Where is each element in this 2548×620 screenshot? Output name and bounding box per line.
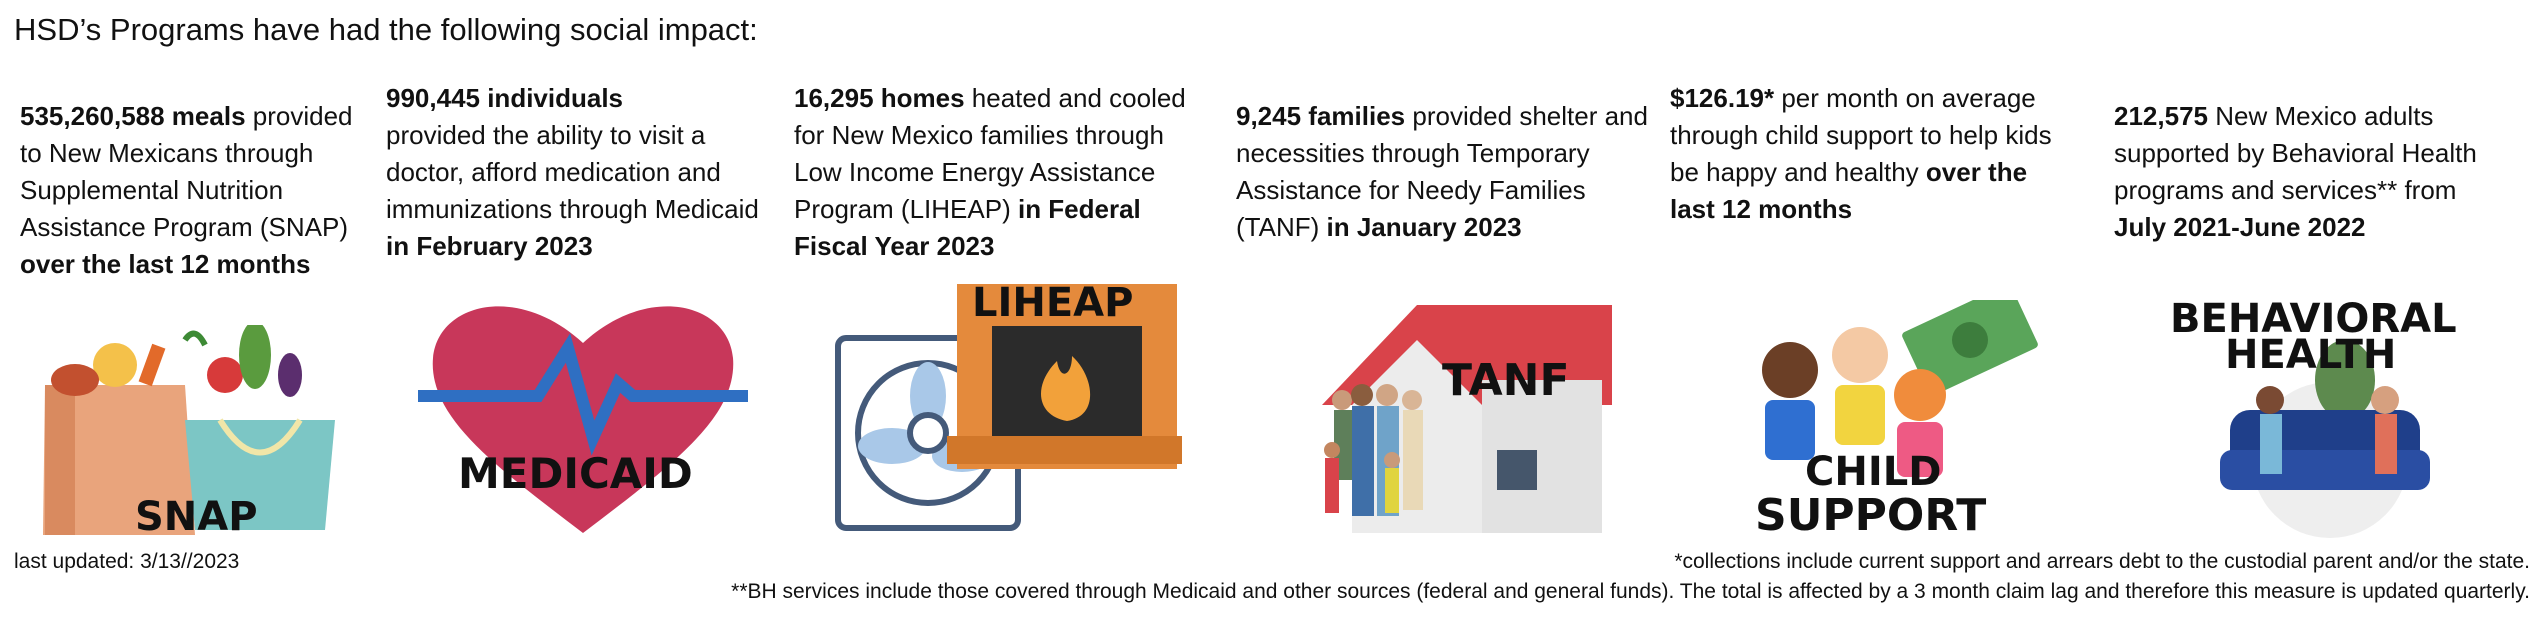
child-support-text: per month on average through child suppo… bbox=[1670, 83, 2052, 187]
behavioral-health-graphic-label-2: HEALTH bbox=[2225, 332, 2396, 378]
last-updated: last updated: 3/13//2023 bbox=[14, 550, 240, 573]
behavioral-health-period: July 2021-June 2022 bbox=[2114, 212, 2366, 242]
tanf-period: in January 2023 bbox=[1326, 212, 1522, 242]
child-support-graphic-label-2: SUPPORT bbox=[1755, 490, 1986, 538]
child-support-graphic-label-1: CHILD bbox=[1805, 449, 1941, 495]
tanf-value: 9,245 families bbox=[1236, 101, 1406, 131]
grocery-bag-icon: SNAP bbox=[43, 325, 335, 540]
tanf-text: provided shelter and necessities through… bbox=[1236, 101, 1648, 242]
child-support-value: $126.19* bbox=[1670, 83, 1775, 113]
heart-icon: MEDICAID bbox=[418, 306, 748, 533]
snap-text: provided to New Mexicans through Supplem… bbox=[20, 101, 353, 242]
kids-money-icon: CHILD SUPPORT bbox=[1755, 300, 2038, 538]
liheap-text: heated and cooled for New Mexico familie… bbox=[794, 83, 1186, 224]
medicaid-period: in February 2023 bbox=[386, 231, 593, 261]
medicaid-description: 990,445 individuals provided the ability… bbox=[386, 80, 766, 265]
behavioral-health-value: 212,575 bbox=[2114, 101, 2208, 131]
therapy-session-icon: BEHAVIORAL HEALTH bbox=[2170, 300, 2457, 538]
medicaid-value: 990,445 individuals bbox=[386, 83, 624, 113]
page-title: HSD’s Programs have had the following so… bbox=[14, 12, 758, 47]
snap-value: 535,260,588 meals bbox=[20, 101, 246, 131]
child-support-description: $126.19* per month on average through ch… bbox=[1670, 80, 2070, 228]
footnote-bh-services: **BH services include those covered thro… bbox=[731, 580, 2530, 603]
behavioral-health-graphic-label-1: BEHAVIORAL bbox=[2170, 300, 2457, 342]
fireplace-fan-icon: LIHEAP bbox=[835, 280, 1182, 531]
liheap-period: in Federal Fiscal Year 2023 bbox=[794, 194, 1141, 261]
snap-period: over the last 12 months bbox=[20, 249, 311, 279]
behavioral-health-text: New Mexico adults supported by Behaviora… bbox=[2114, 101, 2477, 205]
medicaid-graphic-label: MEDICAID bbox=[458, 449, 693, 498]
liheap-description: 16,295 homes heated and cooled for New M… bbox=[794, 80, 1204, 265]
footnote-collections: *collections include current support and… bbox=[1674, 550, 2530, 573]
tanf-description: 9,245 families provided shelter and nece… bbox=[1236, 98, 1656, 246]
snap-description: 535,260,588 meals provided to New Mexica… bbox=[20, 98, 365, 283]
house-family-icon: TANF bbox=[1322, 305, 1612, 533]
behavioral-health-description: 212,575 New Mexico adults supported by B… bbox=[2114, 98, 2504, 246]
child-support-period: over the last 12 months bbox=[1670, 157, 2028, 224]
tanf-graphic-label: TANF bbox=[1442, 355, 1570, 406]
liheap-graphic-label: LIHEAP bbox=[972, 280, 1133, 326]
snap-graphic-label: SNAP bbox=[135, 494, 258, 540]
medicaid-text: provided the ability to visit a doctor, … bbox=[386, 120, 759, 224]
liheap-value: 16,295 homes bbox=[794, 83, 965, 113]
